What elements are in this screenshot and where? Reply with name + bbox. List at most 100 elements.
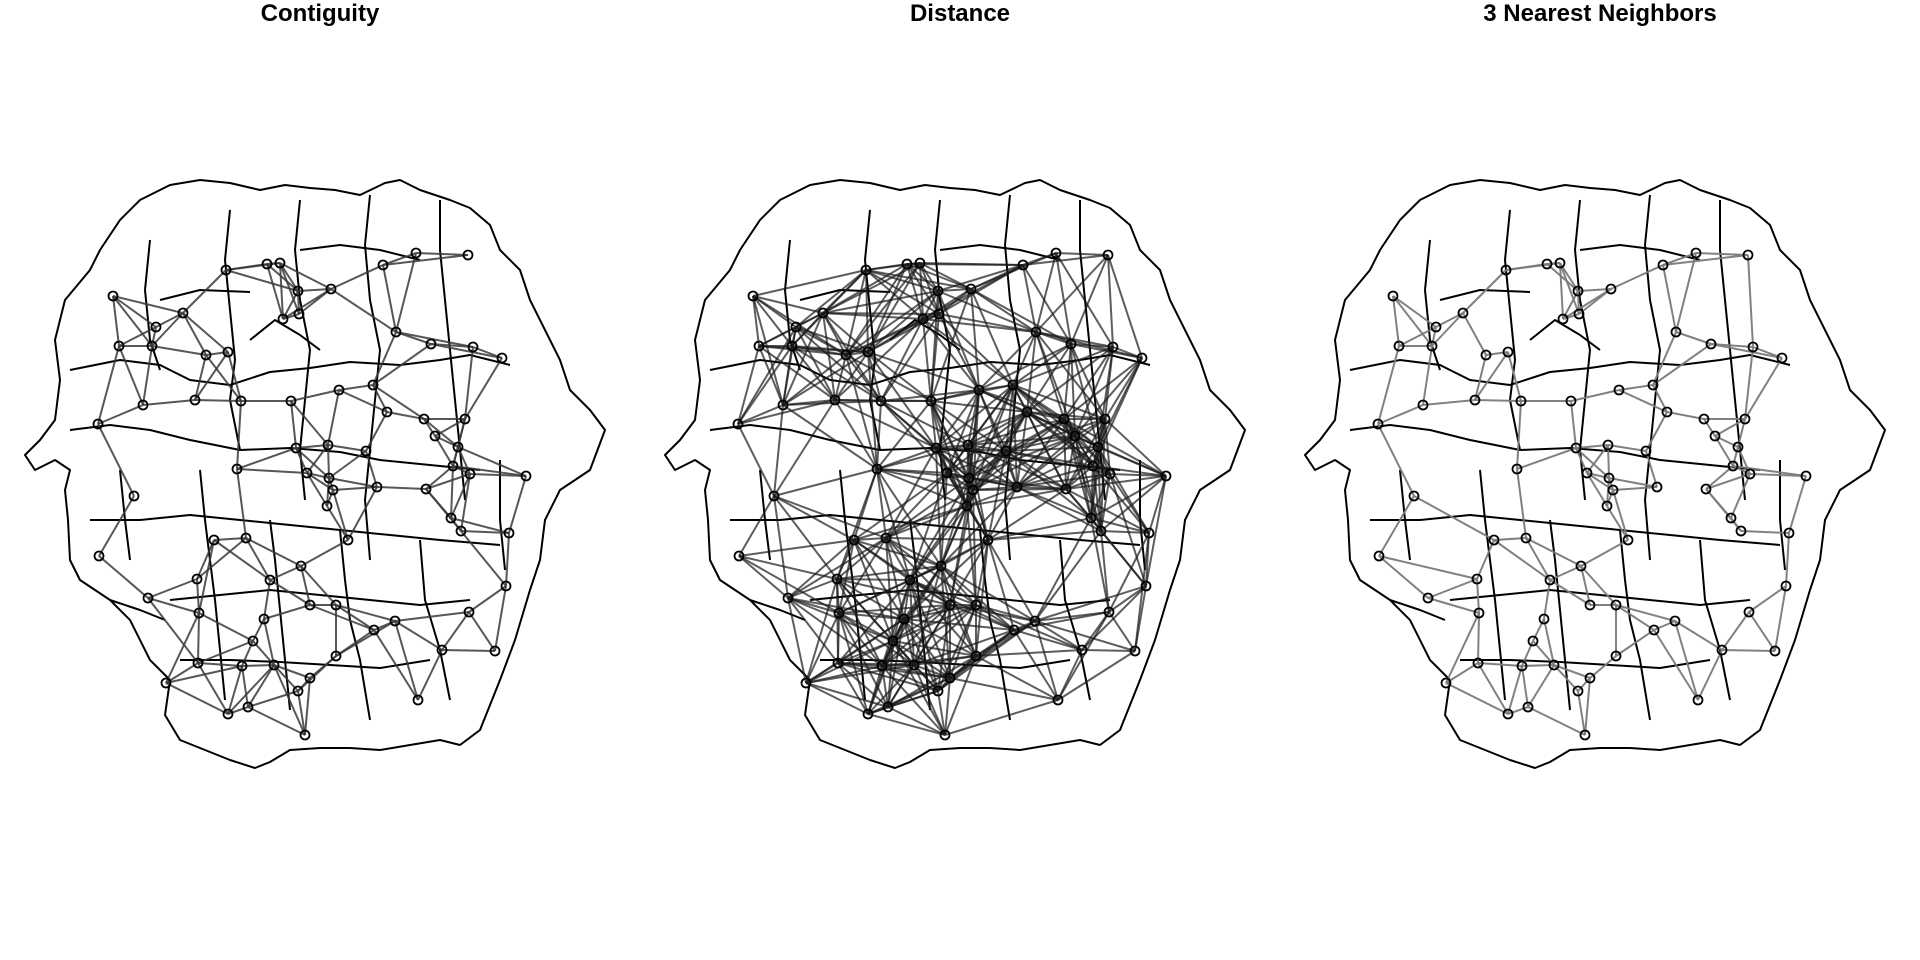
neighbor-link — [196, 539, 215, 580]
neighbor-link — [970, 288, 980, 391]
neighbor-link — [1577, 690, 1586, 736]
neighbor-link — [1034, 620, 1136, 652]
neighbor-link — [450, 473, 471, 519]
centroid-marker — [1607, 484, 1619, 496]
neighbor-link — [306, 472, 328, 507]
neighbor-link — [1675, 331, 1712, 345]
neighbor-link — [1445, 682, 1509, 715]
centroid-marker — [1408, 490, 1420, 502]
centroid-marker — [1698, 413, 1710, 425]
neighbor-link — [1012, 343, 1072, 386]
neighbor-link — [787, 539, 855, 599]
centroid-marker — [1030, 326, 1042, 338]
centroid-marker — [459, 413, 471, 425]
neighbor-link — [434, 418, 466, 437]
neighbor-link — [273, 664, 306, 736]
centroid-marker — [961, 500, 973, 512]
neighbor-link — [1100, 475, 1167, 532]
centroid-marker — [904, 574, 916, 586]
neighbor-link — [1022, 264, 1072, 345]
neighbor-link — [290, 389, 340, 402]
neighbor-link — [198, 539, 215, 614]
neighbor-link — [330, 264, 384, 290]
neighbor-link — [1145, 475, 1167, 587]
neighbor-link — [1063, 418, 1167, 477]
neighbor-link — [935, 411, 1028, 449]
neighbor-link — [922, 313, 940, 320]
neighbor-link — [1034, 620, 1059, 701]
neighbor-link — [1422, 399, 1476, 406]
neighbor-link — [805, 662, 839, 684]
centroid-marker — [732, 418, 744, 430]
neighbor-link — [118, 345, 144, 406]
neighbor-link — [949, 604, 1015, 631]
neighbor-link — [1013, 611, 1110, 631]
neighbor-link — [944, 699, 1059, 736]
neighbor-link — [865, 269, 869, 353]
neighbor-link — [987, 539, 1036, 622]
neighbor-link — [978, 331, 1037, 391]
centroid-marker — [247, 635, 259, 647]
neighbor-link — [968, 411, 1028, 479]
neighbor-link — [269, 565, 302, 581]
centroid-marker — [1565, 395, 1577, 407]
neighbor-link — [1065, 475, 1167, 490]
neighbor-link — [1675, 252, 1697, 333]
neighbor-link — [737, 345, 793, 425]
neighbor-link — [1057, 649, 1083, 701]
neighbor-link — [332, 489, 349, 541]
neighbor-link — [906, 263, 939, 292]
neighbor-link — [919, 262, 940, 315]
neighbor-link — [737, 404, 784, 425]
neighbor-link — [372, 384, 425, 420]
neighbor-link — [867, 351, 882, 402]
region-border — [419, 539, 451, 701]
centroid-marker — [1029, 615, 1041, 627]
centroid-marker — [242, 701, 254, 713]
neighbor-link — [1744, 346, 1754, 420]
neighbor-link — [1607, 444, 1610, 479]
centroid-marker — [840, 349, 852, 361]
neighbor-link — [913, 604, 977, 666]
centroid-marker — [1104, 468, 1116, 480]
neighbor-link — [987, 488, 1067, 541]
neighbor-link — [782, 351, 869, 406]
neighbor-link — [165, 682, 229, 715]
centroid-marker — [1426, 340, 1438, 352]
neighbor-link — [1714, 418, 1746, 437]
centroid-marker — [1488, 534, 1500, 546]
neighbor-link — [295, 447, 330, 479]
neighbor-link — [1662, 254, 1749, 266]
neighbor-link — [1090, 465, 1094, 519]
neighbor-link — [1065, 473, 1111, 490]
centroid-marker — [832, 657, 844, 669]
neighbor-link — [935, 389, 980, 449]
region-border — [1579, 244, 1701, 261]
neighbor-link — [227, 706, 249, 715]
neighbor-link — [279, 262, 332, 290]
neighbor-link — [118, 326, 157, 347]
neighbor-link — [887, 690, 939, 708]
neighbor-link — [1575, 447, 1610, 479]
neighbor-link — [1612, 489, 1629, 541]
neighbor-link — [1525, 537, 1582, 567]
centroid-marker — [1140, 580, 1152, 592]
neighbor-link — [452, 465, 527, 477]
neighbor-link — [930, 313, 940, 402]
neighbor-link — [279, 262, 299, 292]
centroid-marker — [1095, 525, 1107, 537]
neighbor-link — [197, 612, 200, 664]
centroid-marker — [1440, 677, 1452, 689]
neighbor-link — [909, 472, 948, 581]
neighbor-link — [494, 585, 507, 652]
neighbor-link — [975, 604, 1015, 631]
centroid-marker — [1060, 483, 1072, 495]
neighbor-link — [205, 354, 242, 402]
neighbor-link — [970, 288, 1037, 333]
centroid-marker — [967, 484, 979, 496]
neighbor-link — [335, 629, 375, 657]
neighbor-link — [196, 578, 200, 614]
centroid-marker — [1661, 406, 1673, 418]
neighbor-link — [1378, 495, 1415, 557]
centroid-marker — [220, 264, 232, 276]
